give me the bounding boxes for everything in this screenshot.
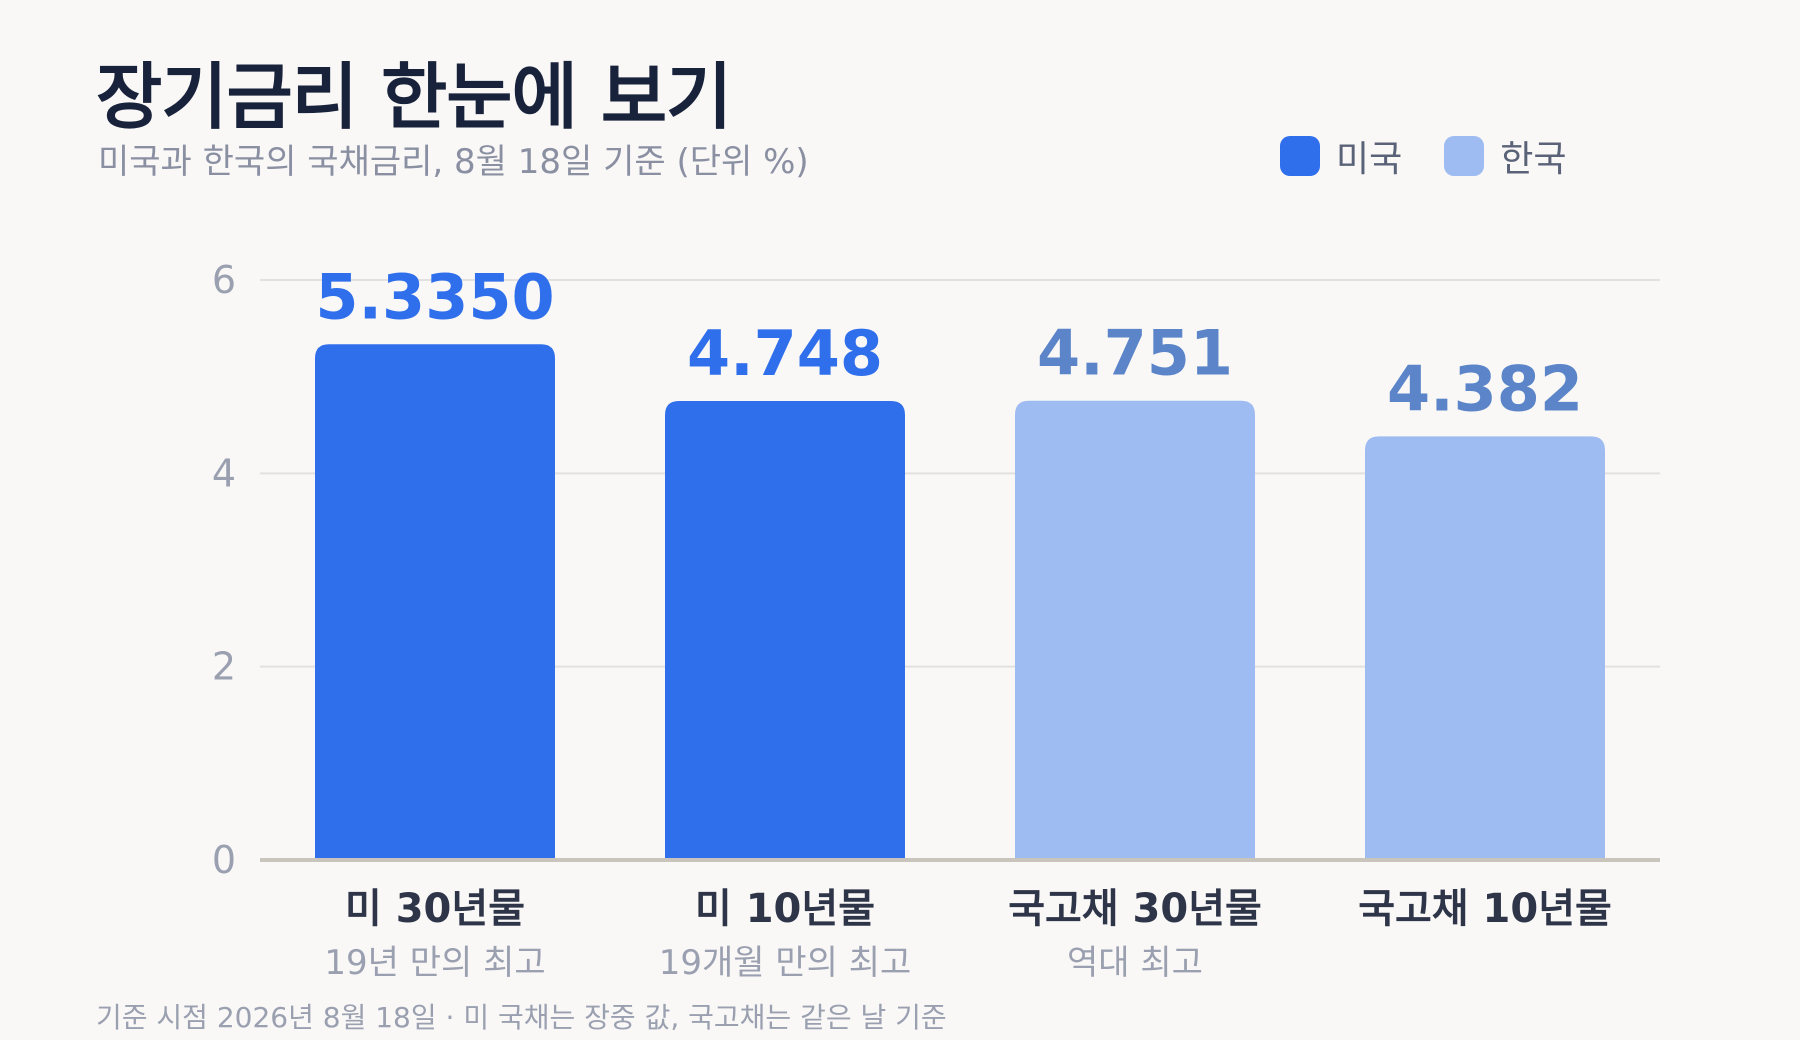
x-tick-sublabel: 19개월 만의 최고	[659, 943, 912, 983]
y-tick-label: 4	[212, 451, 236, 495]
footnote: 기준 시점 2026년 8월 18일 · 미 국채는 장중 값, 국고채는 같은…	[96, 1001, 947, 1034]
x-tick-label: 국고채 10년물	[1358, 886, 1612, 932]
bar	[1015, 400, 1255, 860]
legend-label-us: 미국	[1336, 139, 1403, 180]
y-tick-label: 6	[212, 258, 236, 302]
legend-swatch-us	[1280, 136, 1320, 176]
legend-item-us: 미국	[1280, 130, 1402, 182]
data-label: 4.382	[1387, 352, 1583, 425]
x-tick-label: 미 10년물	[695, 886, 875, 932]
data-label: 5.3350	[315, 260, 554, 333]
data-label: 4.751	[1037, 317, 1233, 390]
bar	[1365, 436, 1605, 860]
y-tick-label: 2	[212, 645, 236, 689]
legend-item-kr: 한국	[1444, 130, 1567, 182]
chart-subtitle: 미국과 한국의 국채금리, 8월 18일 기준 (단위 %)	[98, 142, 809, 182]
bar	[315, 344, 555, 860]
x-tick-label: 미 30년물	[345, 886, 525, 932]
x-tick-label: 국고채 30년물	[1008, 886, 1262, 932]
x-tick-sublabel: 역대 최고	[1067, 943, 1203, 983]
bar	[665, 401, 905, 860]
y-tick-label: 0	[212, 838, 236, 882]
data-label: 4.748	[687, 317, 883, 390]
legend-label-kr: 한국	[1500, 139, 1567, 180]
legend: 미국 한국	[1280, 130, 1609, 182]
chart-title: 장기금리 한눈에 보기	[96, 55, 732, 139]
x-tick-sublabel: 19년 만의 최고	[324, 943, 545, 983]
legend-swatch-kr	[1444, 136, 1485, 176]
